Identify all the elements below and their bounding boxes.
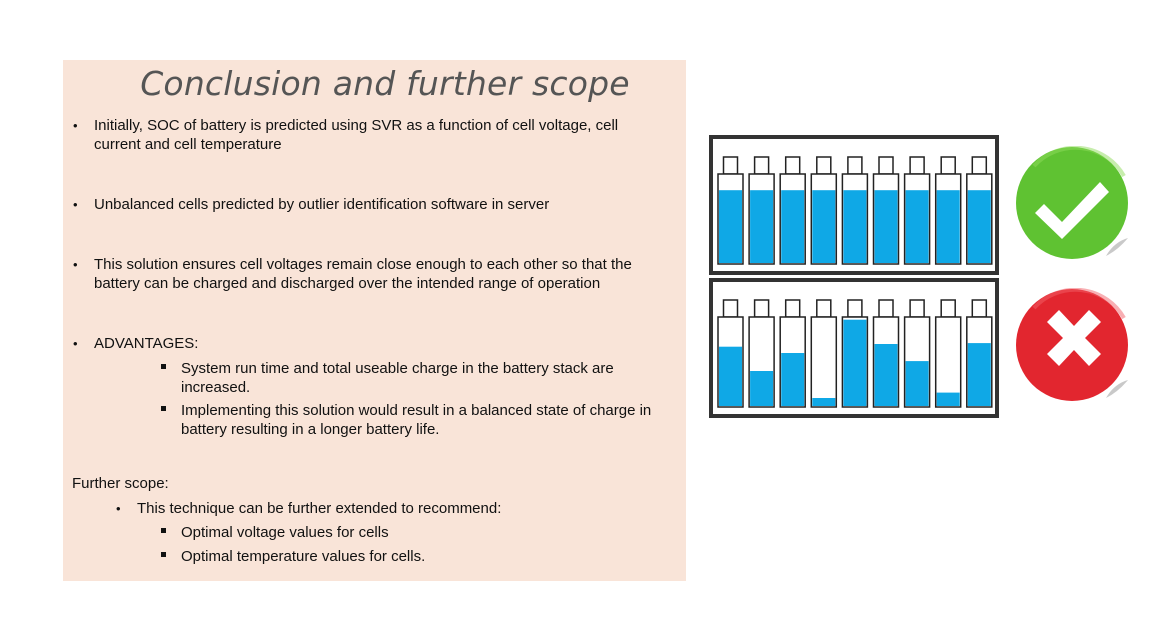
- cell-terminal: [940, 299, 956, 318]
- cell-charge-level: [812, 398, 836, 406]
- bullet-solution: • This solution ensures cell voltages re…: [73, 256, 632, 292]
- cell-charge-level: [719, 346, 742, 406]
- cell-charge-level: [967, 190, 991, 263]
- further-item: Optimal voltage values for cells: [161, 523, 581, 542]
- cell-charge-level: [967, 343, 991, 406]
- cell-body: [810, 316, 838, 408]
- bullet-dot: •: [73, 257, 78, 272]
- square-bullet: [161, 406, 166, 411]
- bullet-dot: •: [73, 197, 78, 212]
- cell-terminal: [816, 156, 832, 175]
- cell-charge-level: [905, 190, 929, 263]
- cell-charge-level: [781, 353, 805, 406]
- cell-charge-level: [781, 190, 805, 263]
- cross-badge-icon: [1016, 288, 1130, 401]
- cell-charge-level: [750, 371, 774, 406]
- cell-charge-level: [843, 319, 867, 406]
- cell-charge-level: [874, 344, 898, 406]
- cell-charge-level: [750, 190, 774, 263]
- cell-terminal: [940, 156, 956, 175]
- cell-terminal: [847, 156, 863, 175]
- cell-terminal: [753, 156, 770, 175]
- cell-terminal: [722, 156, 739, 175]
- cell-terminal: [784, 156, 801, 175]
- cell-charge-level: [905, 361, 929, 406]
- cell-charge-level: [719, 190, 742, 263]
- cell-terminal: [847, 299, 863, 318]
- bullet-dot: •: [73, 118, 78, 133]
- cell-terminal: [909, 156, 925, 175]
- slide-title: Conclusion and further scope: [140, 64, 630, 103]
- further-scope-bullet: • This technique can be further extended…: [116, 500, 502, 517]
- further-scope-label: Further scope:: [72, 475, 169, 492]
- content-panel: [63, 60, 686, 581]
- bullet-soc: • Initially, SOC of battery is predicted…: [73, 117, 619, 153]
- cell-charge-level: [936, 190, 960, 263]
- cell-terminal: [722, 299, 739, 318]
- advantage-item: Implementing this solution would result …: [161, 401, 681, 439]
- further-item: Optimal temperature values for cells.: [161, 547, 581, 566]
- balanced-battery-pack: [709, 135, 999, 275]
- unbalanced-battery-pack: [709, 278, 999, 418]
- square-bullet: [161, 364, 166, 369]
- bullet-dot: •: [116, 501, 121, 516]
- square-bullet: [161, 552, 166, 557]
- bullet-unbalanced: • Unbalanced cells predicted by outlier …: [73, 196, 550, 213]
- cell-charge-level: [812, 190, 836, 263]
- cell-charge-level: [936, 392, 960, 406]
- cell-terminal: [816, 299, 832, 318]
- bullet-dot: •: [73, 336, 78, 351]
- square-bullet: [161, 528, 166, 533]
- cell-body: [934, 316, 962, 408]
- advantage-item: System run time and total useable charge…: [161, 359, 651, 397]
- cell-charge-level: [874, 190, 898, 263]
- check-badge-icon: [1016, 146, 1130, 259]
- cell-terminal: [878, 299, 894, 318]
- cell-terminal: [971, 299, 988, 318]
- cell-charge-level: [843, 190, 867, 263]
- cell-terminal: [784, 299, 801, 318]
- bullet-advantages: • ADVANTAGES:: [73, 335, 199, 352]
- cell-terminal: [909, 299, 925, 318]
- cell-terminal: [971, 156, 988, 175]
- cell-terminal: [878, 156, 894, 175]
- cell-terminal: [753, 299, 770, 318]
